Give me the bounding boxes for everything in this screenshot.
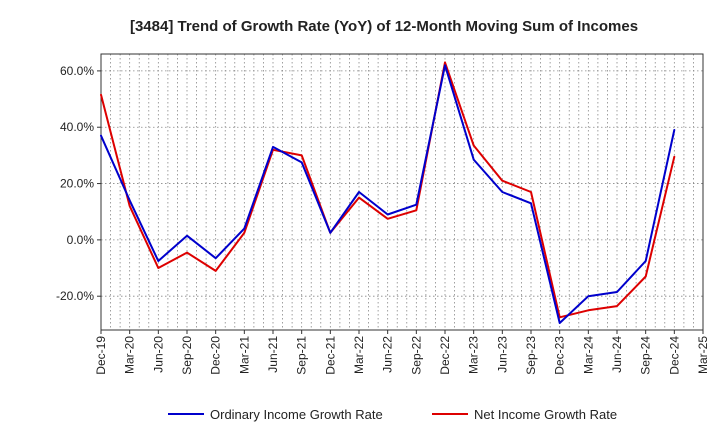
y-tick-label: -20.0% — [56, 289, 94, 303]
x-tick-label: Sep-20 — [180, 336, 194, 375]
x-tick-label: Jun-23 — [495, 336, 509, 373]
x-tick-label: Jun-20 — [151, 336, 165, 373]
x-tick-label: Mar-22 — [352, 336, 366, 374]
series-line-ordinary-income-growth-rate — [100, 64, 676, 324]
y-axis: -20.0% 0.0% 20.0% 40.0% 60.0% — [56, 64, 101, 303]
legend-label: Net Income Growth Rate — [474, 407, 617, 422]
y-tick-label: 40.0% — [60, 120, 94, 134]
x-tick-label: Dec-22 — [438, 336, 452, 375]
x-tick-label: Dec-23 — [553, 336, 567, 375]
y-tick-label: 20.0% — [60, 177, 94, 191]
x-tick-label: Mar-24 — [581, 336, 595, 374]
series-line-net-income-growth-rate — [100, 61, 676, 319]
y-tick-label: 60.0% — [60, 64, 94, 78]
x-tick-label: Dec-21 — [323, 336, 337, 375]
x-tick-label: Jun-24 — [610, 336, 624, 373]
x-axis: Dec-19 Mar-20 Jun-20 Sep-20 Dec-20 Mar-21 Jun-… — [94, 330, 710, 375]
plot-frame — [100, 53, 704, 331]
x-tick-label: Jun-22 — [381, 336, 395, 373]
x-tick-label: Dec-20 — [209, 336, 223, 375]
chart-title: [3484] Trend of Growth Rate (YoY) of 12-… — [130, 18, 638, 35]
x-tick-label: Dec-19 — [94, 336, 108, 375]
y-tick-label: 0.0% — [67, 233, 95, 247]
x-tick-label: Sep-23 — [524, 336, 538, 375]
x-tick-label: Sep-22 — [409, 336, 423, 375]
series-layer — [100, 61, 676, 324]
x-tick-label: Jun-21 — [266, 336, 280, 373]
x-tick-label: Mar-20 — [123, 336, 137, 374]
grid-layer — [100, 54, 704, 330]
x-tick-label: Mar-23 — [467, 336, 481, 374]
x-tick-label: Dec-24 — [667, 336, 681, 375]
x-tick-label: Sep-21 — [295, 336, 309, 375]
legend-label: Ordinary Income Growth Rate — [210, 407, 383, 422]
x-tick-label: Mar-21 — [237, 336, 251, 374]
legend: Ordinary Income Growth Rate Net Income Gr… — [168, 407, 617, 422]
x-tick-label: Mar-25 — [696, 336, 710, 374]
x-tick-label: Sep-24 — [639, 336, 653, 375]
